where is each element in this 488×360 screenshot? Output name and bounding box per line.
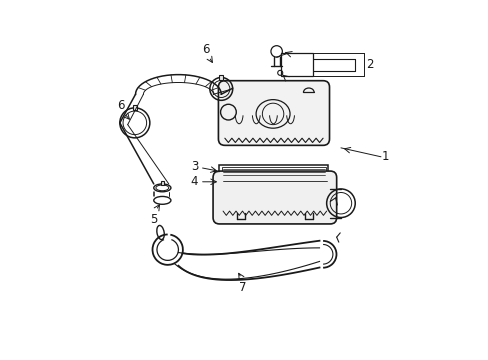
Bar <box>132 105 137 110</box>
Text: 7: 7 <box>239 281 246 294</box>
FancyBboxPatch shape <box>218 81 329 145</box>
Text: 3: 3 <box>190 160 198 173</box>
Text: 6: 6 <box>117 99 125 112</box>
Bar <box>160 181 164 185</box>
Text: 2: 2 <box>365 58 373 71</box>
Bar <box>219 165 328 178</box>
FancyBboxPatch shape <box>213 171 336 224</box>
Bar <box>219 75 223 80</box>
Text: 6: 6 <box>202 43 209 56</box>
Text: 1: 1 <box>381 150 389 163</box>
Text: 4: 4 <box>190 175 198 188</box>
Bar <box>281 53 312 76</box>
Bar <box>222 167 325 176</box>
Text: 5: 5 <box>149 213 157 226</box>
